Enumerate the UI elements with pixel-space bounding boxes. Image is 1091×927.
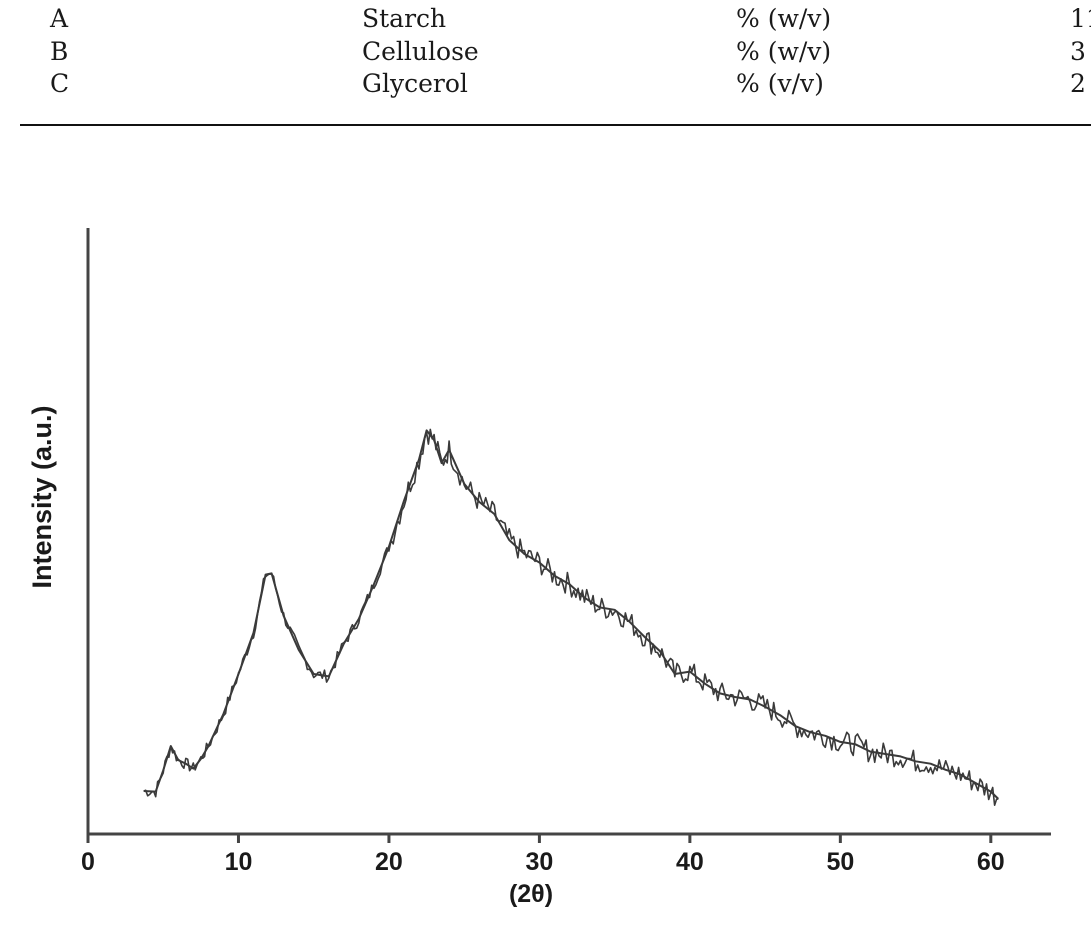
table-bottom-rule	[20, 124, 1091, 126]
xrd-chart: 0 10 20 30 40 50 60 (2θ) Intensity (a.u.)	[27, 228, 1051, 908]
x-axis-label: (2θ)	[509, 880, 553, 908]
table-cell-name: Glycerol	[362, 69, 468, 98]
table-row: A Starch % (w/v) 11	[0, 3, 1091, 35]
x-tick-label: 30	[526, 848, 554, 876]
table-cell-code: B	[50, 37, 69, 66]
table-cell-value: 2	[1070, 69, 1086, 98]
x-tick-label: 20	[375, 848, 403, 876]
table-cell-unit: % (v/v)	[736, 69, 824, 98]
series-line	[143, 429, 999, 800]
x-tick-label: 10	[225, 848, 253, 876]
x-tick-label: 40	[676, 848, 704, 876]
table-cell-value: 11	[1070, 4, 1091, 33]
table-cell-code: A	[50, 4, 69, 33]
series-noise-trace	[143, 428, 999, 807]
plot-area	[143, 428, 999, 807]
composition-table: A Starch % (w/v) 11 B Cellulose % (w/v) 3 C Glyce…	[0, 0, 1091, 100]
table-cell-code: C	[50, 69, 70, 98]
x-tick-label: 0	[81, 848, 95, 876]
y-axis-label: Intensity (a.u.)	[27, 405, 57, 588]
table-row: C Glycerol % (v/v) 2	[0, 68, 1091, 100]
x-tick-label: 50	[826, 848, 854, 876]
table-cell-name: Starch	[362, 4, 447, 33]
table-cell-unit: % (w/v)	[736, 4, 832, 33]
table-cell-name: Cellulose	[362, 37, 479, 66]
table-cell-value: 3	[1070, 37, 1086, 66]
table-cell-unit: % (w/v)	[736, 37, 832, 66]
x-ticks: 0 10 20 30 40 50 60	[81, 834, 1005, 876]
table-row: B Cellulose % (w/v) 3	[0, 36, 1091, 68]
x-tick-label: 60	[977, 848, 1005, 876]
